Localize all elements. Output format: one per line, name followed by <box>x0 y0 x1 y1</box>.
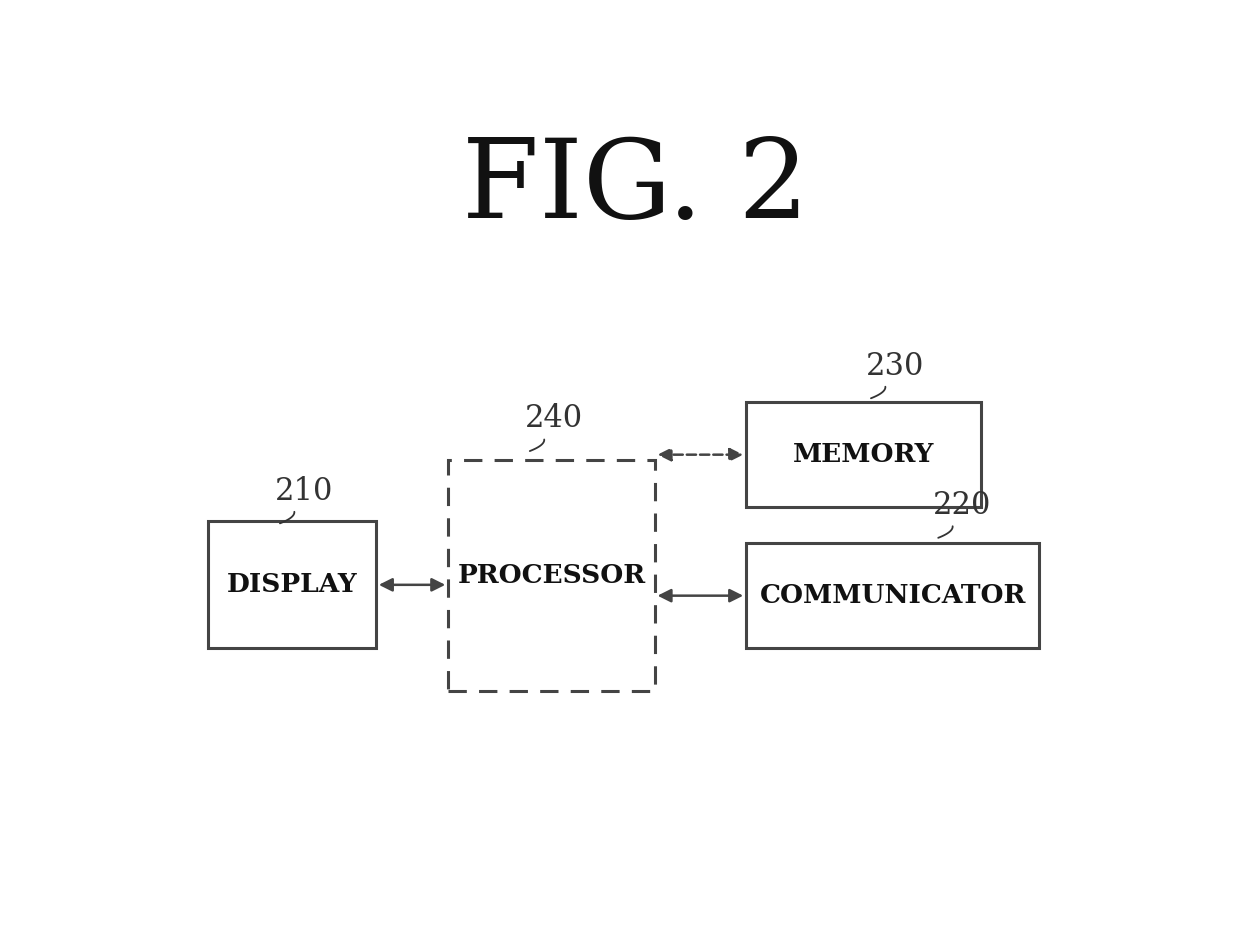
Text: 230: 230 <box>866 350 924 381</box>
Text: MEMORY: MEMORY <box>794 442 935 467</box>
Text: 240: 240 <box>525 404 583 435</box>
Text: COMMUNICATOR: COMMUNICATOR <box>759 583 1025 608</box>
Text: FIG. 2: FIG. 2 <box>463 134 808 241</box>
Text: DISPLAY: DISPLAY <box>227 572 357 597</box>
Text: PROCESSOR: PROCESSOR <box>458 562 646 588</box>
Text: 210: 210 <box>275 476 334 507</box>
Bar <box>746 402 982 507</box>
Bar <box>746 543 1039 648</box>
Bar <box>208 521 376 648</box>
Text: 220: 220 <box>932 490 992 521</box>
Bar <box>448 460 655 691</box>
